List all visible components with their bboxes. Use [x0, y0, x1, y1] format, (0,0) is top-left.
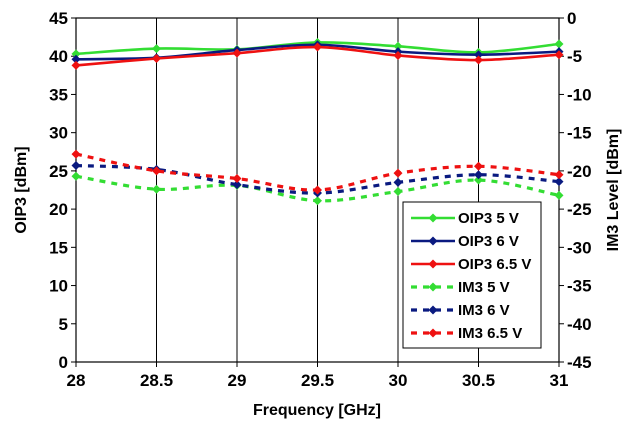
legend-label: OIP3 5 V — [458, 210, 519, 227]
axis-ticks: 28 28.5 29 29.5 30 30.5 31 0 5 10 15 20 25 30 35 40 45 -4… — [49, 9, 592, 390]
data-point — [232, 174, 242, 184]
legend-box — [402, 201, 542, 349]
data-point — [393, 41, 403, 51]
legend-label: OIP3 6 V — [458, 233, 519, 250]
y-right-tick-label: -25 — [567, 200, 592, 219]
x-tick-label: 29.5 — [301, 371, 334, 390]
y-left-tick-label: 25 — [49, 162, 68, 181]
y-axis-label-left: OIP3 [dBm] — [13, 146, 30, 233]
y-right-tick-label: -10 — [567, 85, 592, 104]
data-point — [313, 196, 322, 206]
legend-item: IM3 6 V — [411, 302, 510, 319]
data-point — [71, 161, 81, 171]
legend-item: OIP3 6.5 V — [411, 256, 531, 273]
legend-marker — [428, 328, 438, 338]
data-point — [554, 39, 564, 49]
x-tick-label: 30 — [389, 371, 408, 390]
series-5 — [71, 149, 564, 195]
y-left-tick-label: 10 — [49, 277, 68, 296]
data-point — [474, 50, 483, 60]
legend-marker — [428, 259, 438, 269]
y-left-tick-label: 35 — [49, 85, 68, 104]
data-point — [71, 149, 81, 159]
legend: OIP3 5 V OIP3 6 V OIP3 6.5 V IM3 5 V IM3 6 V… — [402, 201, 542, 349]
y-axis-label-right: IM3 Level [dBm] — [605, 129, 622, 252]
data-point — [313, 185, 322, 195]
y-right-tick-label: -30 — [567, 238, 592, 257]
data-point — [393, 50, 403, 60]
y-right-tick-label: -35 — [567, 277, 592, 296]
data-point — [393, 187, 403, 197]
data-point — [71, 49, 81, 59]
legend-marker — [428, 305, 438, 315]
data-point — [152, 44, 161, 54]
legend-label: IM3 5 V — [458, 279, 510, 296]
data-point — [232, 48, 242, 58]
legend-item: OIP3 5 V — [411, 210, 519, 227]
data-point — [474, 175, 483, 185]
y-right-tick-label: 0 — [567, 9, 576, 28]
legend-marker — [428, 282, 438, 292]
data-point — [152, 54, 161, 64]
data-point — [71, 171, 81, 181]
data-point — [152, 166, 161, 176]
data-point — [474, 55, 483, 65]
data-point — [474, 161, 483, 171]
data-point — [232, 180, 242, 190]
legend-label: OIP3 6.5 V — [458, 256, 531, 273]
y-right-tick-label: -5 — [567, 47, 582, 66]
legend-label: IM3 6 V — [458, 302, 510, 319]
x-axis-label: Frequency [GHz] — [253, 402, 381, 419]
y-left-tick-label: 20 — [49, 200, 68, 219]
y-left-tick-label: 40 — [49, 47, 68, 66]
data-point — [554, 50, 564, 60]
legend-marker — [428, 213, 438, 223]
y-left-tick-label: 30 — [49, 124, 68, 143]
data-point — [393, 177, 403, 187]
x-tick-label: 28 — [67, 371, 86, 390]
legend-label: IM3 6.5 V — [458, 325, 522, 342]
legend-item: OIP3 6 V — [411, 233, 519, 250]
x-tick-label: 28.5 — [140, 371, 173, 390]
x-tick-label: 31 — [550, 371, 569, 390]
legend-item: IM3 6.5 V — [411, 325, 522, 342]
series-group — [71, 37, 564, 206]
data-point — [554, 170, 564, 180]
data-point — [152, 184, 161, 194]
y-right-tick-label: -15 — [567, 124, 592, 143]
y-left-tick-label: 15 — [49, 238, 68, 257]
legend-item: IM3 5 V — [411, 279, 510, 296]
data-point — [393, 168, 403, 178]
legend-marker — [428, 236, 438, 246]
y-left-tick-label: 5 — [59, 315, 68, 334]
data-point — [474, 170, 483, 180]
data-point — [71, 54, 81, 64]
y-left-tick-label: 0 — [59, 353, 68, 372]
x-tick-label: 29 — [228, 371, 247, 390]
data-point — [554, 177, 564, 187]
x-tick-label: 30.5 — [462, 371, 495, 390]
y-right-tick-label: -20 — [567, 162, 592, 181]
series-2 — [71, 42, 564, 70]
data-point — [554, 190, 564, 200]
data-point — [71, 60, 81, 70]
y-left-tick-label: 45 — [49, 9, 68, 28]
y-right-tick-label: -45 — [567, 353, 592, 372]
data-point — [313, 42, 322, 52]
y-right-tick-label: -40 — [567, 315, 592, 334]
